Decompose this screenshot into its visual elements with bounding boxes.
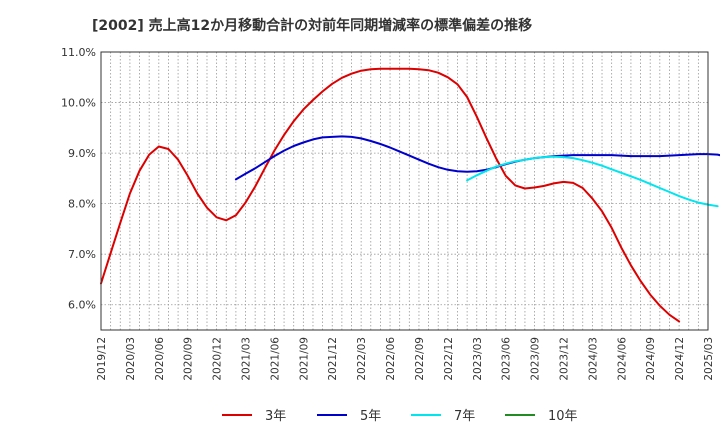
x-tick-label: 2021/09 [298, 337, 310, 381]
chart-title: [2002] 売上高12か月移動合計の対前年同期増減率の標準偏差の推移 [92, 17, 532, 34]
y-tick-label: 10.0% [61, 97, 96, 110]
x-tick-label: 2024/09 [645, 337, 657, 381]
x-tick-label: 2019/12 [96, 337, 108, 381]
legend-label: 7年 [454, 409, 475, 424]
x-tick-label: 2023/06 [501, 337, 513, 381]
x-tick-label: 2023/03 [472, 337, 484, 381]
y-tick-label: 6.0% [68, 299, 96, 312]
grid [100, 51, 709, 330]
x-tick-label: 2020/12 [212, 337, 224, 381]
x-tick-label: 2021/12 [327, 337, 339, 381]
x-tick-label: 2022/12 [443, 337, 455, 381]
x-tick-label: 2023/09 [530, 337, 542, 381]
y-tick-label: 9.0% [68, 147, 96, 160]
series-line [100, 67, 681, 323]
legend-label: 5年 [360, 409, 381, 424]
legend-label: 3年 [265, 409, 286, 424]
y-tick-label: 7.0% [68, 248, 96, 261]
x-tick-label: 2022/09 [414, 337, 426, 381]
x-tick-label: 2022/06 [385, 337, 397, 381]
x-tick-label: 2023/12 [558, 337, 570, 381]
series-lines [100, 67, 720, 323]
x-tick-label: 2024/06 [616, 337, 628, 381]
x-tick-label: 2024/03 [587, 337, 599, 381]
y-tick-label: 11.0% [61, 46, 96, 59]
x-tick-label: 2021/06 [269, 337, 281, 381]
x-tick-label: 2022/03 [356, 337, 368, 381]
y-tick-label: 8.0% [68, 198, 96, 211]
series-line [234, 135, 720, 181]
x-tick-label: 2025/03 [703, 337, 715, 381]
plot-area-frame [100, 51, 709, 331]
legend-label: 10年 [548, 409, 578, 424]
x-tick-label: 2020/06 [154, 337, 166, 381]
x-tick-label: 2024/12 [674, 337, 686, 381]
x-tick-label: 2021/03 [241, 337, 253, 381]
x-tick-label: 2020/09 [183, 337, 195, 381]
x-axis-ticks: 2019/12 2020/03 2020/06 2020/09 2020/12 2021/… [96, 337, 715, 381]
x-tick-label: 2020/03 [125, 337, 137, 381]
y-axis-ticks: 6.0% 7.0% 8.0% 9.0% 10.0% 11.0% [61, 46, 96, 312]
legend: 3年 5年 7年 10年 [222, 409, 578, 424]
series-line [466, 155, 719, 208]
